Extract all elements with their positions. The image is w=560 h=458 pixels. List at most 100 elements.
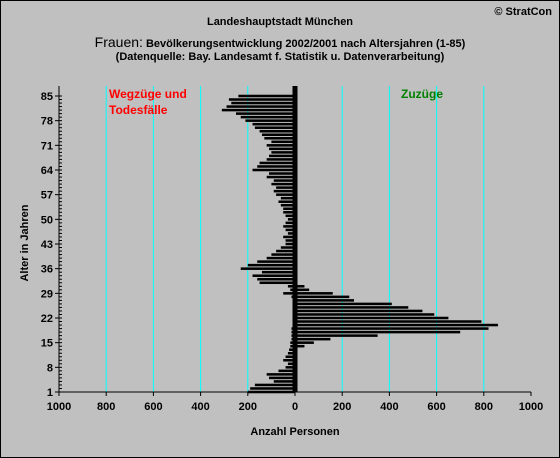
bar-out-age-82 xyxy=(226,105,295,108)
bar-out-age-34 xyxy=(252,274,295,277)
bar-out-age-7 xyxy=(278,369,295,373)
bar-in-age-19 xyxy=(295,327,489,330)
bar-in-age-31 xyxy=(295,285,305,288)
y-tick-label-15: 15 xyxy=(41,338,53,350)
y-tick-label-85: 85 xyxy=(41,91,53,103)
bar-out-age-73 xyxy=(264,137,295,140)
bar-out-age-57 xyxy=(276,193,295,196)
bar-out-age-59 xyxy=(276,186,295,189)
bar-out-age-84 xyxy=(228,98,295,101)
bar-out-age-53 xyxy=(283,207,295,211)
y-tick-label-50: 50 xyxy=(41,214,53,226)
y-tick-label-71: 71 xyxy=(41,140,53,152)
bar-out-age-29 xyxy=(283,292,295,295)
bar-out-age-1 xyxy=(247,390,295,394)
bar-out-age-5 xyxy=(269,376,295,380)
bar-out-age-74 xyxy=(261,133,295,137)
bar-out-age-58 xyxy=(273,189,295,193)
bar-in-age-20 xyxy=(295,323,498,327)
bar-out-age-31 xyxy=(287,285,295,288)
bar-out-age-49 xyxy=(285,221,295,225)
y-tick-label-64: 64 xyxy=(41,165,54,177)
bar-out-age-65 xyxy=(257,165,295,168)
bar-out-age-36 xyxy=(240,267,295,270)
bar-out-age-6 xyxy=(266,373,295,376)
annotation-out-1: Todesfälle xyxy=(109,103,168,117)
x-axis-title: Anzahl Personen xyxy=(250,426,340,438)
zero-axis xyxy=(292,86,298,392)
subtitle-rest: Bevölkerungsentwicklung 2002/2001 nach A… xyxy=(142,38,466,50)
bar-in-age-15 xyxy=(295,341,314,344)
bar-out-age-46 xyxy=(287,232,295,235)
y-tick-label-8: 8 xyxy=(47,362,53,374)
bar-in-age-27 xyxy=(295,299,354,302)
bar-out-age-8 xyxy=(285,366,295,369)
bar-out-age-40 xyxy=(271,253,295,256)
bar-out-age-10 xyxy=(283,359,295,362)
bar-out-age-56 xyxy=(280,196,295,200)
bar-in-age-30 xyxy=(295,288,310,292)
bar-in-age-26 xyxy=(295,302,392,306)
annotation-in: Zuzüge xyxy=(401,87,443,101)
x-tick-label-9: 800 xyxy=(475,401,493,413)
y-tick-label-1: 1 xyxy=(47,387,53,399)
bar-out-age-81 xyxy=(221,108,295,112)
y-tick-label-57: 57 xyxy=(41,190,53,202)
y-tick-label-43: 43 xyxy=(41,239,53,251)
bar-in-age-18 xyxy=(295,330,461,334)
x-tick-label-6: 200 xyxy=(333,401,351,413)
bar-out-age-11 xyxy=(285,355,295,359)
bar-out-age-42 xyxy=(280,246,295,249)
bar-out-age-3 xyxy=(254,383,295,387)
bar-out-age-48 xyxy=(283,225,295,228)
bar-out-age-76 xyxy=(254,126,295,129)
bar-out-age-32 xyxy=(259,281,295,285)
bar-out-age-54 xyxy=(280,203,295,207)
bar-out-age-70 xyxy=(269,147,295,151)
annotation-out-0: Wegzüge und xyxy=(109,87,187,101)
subtitle-lead: Frauen: xyxy=(94,34,143,50)
bar-out-age-83 xyxy=(231,101,295,105)
bar-out-age-35 xyxy=(261,270,295,274)
bar-out-age-66 xyxy=(259,161,295,165)
bar-out-age-72 xyxy=(271,140,295,144)
bar-out-age-33 xyxy=(257,277,295,281)
bar-in-age-29 xyxy=(295,292,333,295)
bar-in-age-21 xyxy=(295,320,482,323)
bar-out-age-39 xyxy=(266,256,295,260)
x-tick-label-5: 0 xyxy=(292,401,298,413)
bar-in-age-16 xyxy=(295,337,331,341)
x-tick-label-3: 400 xyxy=(191,401,209,413)
bar-out-age-62 xyxy=(266,175,295,179)
bar-out-age-71 xyxy=(266,144,295,147)
y-tick-label-36: 36 xyxy=(41,264,53,276)
bar-out-age-4 xyxy=(273,380,295,383)
bar-out-age-38 xyxy=(257,260,295,263)
chart-subtitle: Frauen: Bevölkerungsentwicklung 2002/200… xyxy=(0,34,560,50)
bar-out-age-69 xyxy=(271,151,295,154)
bar-out-age-85 xyxy=(238,94,295,98)
bar-in-age-14 xyxy=(295,344,305,348)
x-tick-label-0: 1000 xyxy=(47,401,71,413)
bar-out-age-44 xyxy=(285,239,295,242)
bar-out-age-45 xyxy=(283,235,295,239)
x-tick-label-4: 200 xyxy=(239,401,257,413)
bar-out-age-68 xyxy=(269,154,295,158)
y-tick-label-78: 78 xyxy=(41,116,53,128)
bar-out-age-60 xyxy=(271,182,295,186)
chart-source: (Datenquelle: Bay. Landesamt f. Statisti… xyxy=(115,51,445,63)
bar-in-age-23 xyxy=(295,313,435,316)
bar-in-age-17 xyxy=(295,334,378,337)
bar-out-age-67 xyxy=(266,158,295,161)
x-tick-label-8: 600 xyxy=(427,401,445,413)
bar-out-age-13 xyxy=(289,348,295,351)
bar-out-age-12 xyxy=(287,351,295,355)
x-tick-label-1: 800 xyxy=(97,401,115,413)
bar-out-age-78 xyxy=(245,119,295,122)
bar-out-age-80 xyxy=(236,112,295,115)
bar-in-age-28 xyxy=(295,295,350,299)
y-axis-title: Alter in Jahren xyxy=(19,204,31,281)
x-tick-label-10: 1000 xyxy=(519,401,543,413)
bar-out-age-77 xyxy=(252,122,295,126)
